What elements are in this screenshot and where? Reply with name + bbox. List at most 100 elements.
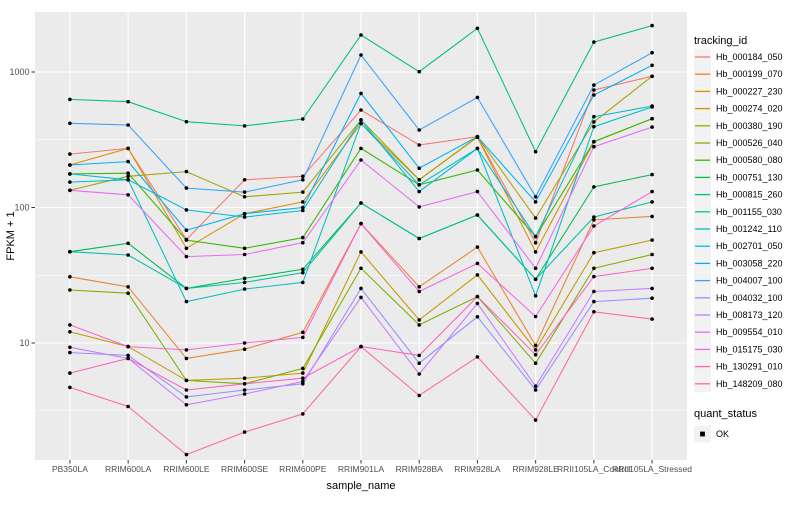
data-point (475, 189, 480, 194)
data-point (301, 235, 305, 240)
data-point (475, 26, 480, 31)
data-point (475, 134, 480, 139)
data-point (184, 286, 189, 291)
legend-label: Hb_004032_100 (716, 293, 783, 303)
data-point (417, 69, 422, 74)
data-point (533, 314, 538, 319)
data-point (417, 128, 422, 132)
x-tick-label: RRIM600LA (105, 464, 152, 474)
data-point (650, 266, 654, 271)
data-point (475, 261, 480, 266)
data-point (592, 139, 596, 144)
data-point (592, 144, 596, 149)
legend-label: Hb_004007_100 (716, 276, 783, 286)
data-point (475, 301, 480, 306)
data-point (592, 310, 596, 314)
data-point (417, 189, 422, 194)
data-point (242, 430, 247, 434)
legend-label: Hb_009554_010 (716, 327, 783, 337)
data-point (592, 40, 596, 44)
data-point (301, 240, 305, 245)
data-point (68, 385, 72, 390)
y-tick-label: 10 (19, 338, 29, 348)
data-point (68, 288, 72, 292)
data-point (592, 124, 596, 129)
data-point (242, 287, 247, 291)
y-tick-label: 1000 (9, 67, 29, 77)
data-point (359, 158, 363, 162)
data-point (242, 252, 247, 257)
y-tick-label: 100 (14, 203, 29, 213)
data-point (301, 379, 305, 384)
data-point (533, 361, 538, 366)
data-point (301, 330, 305, 335)
data-point (533, 294, 538, 298)
data-point (301, 174, 305, 179)
data-point (417, 318, 422, 322)
x-axis-title: sample_name (326, 480, 395, 492)
data-point (242, 211, 247, 216)
data-point (650, 50, 654, 55)
data-point (242, 388, 247, 392)
data-point (126, 241, 130, 246)
legend-label: Hb_002701_050 (716, 241, 783, 251)
data-point (242, 280, 247, 285)
data-point (359, 53, 363, 57)
data-point (533, 384, 538, 389)
data-point (301, 267, 305, 272)
data-point (184, 254, 189, 259)
data-point (592, 289, 596, 294)
data-point (592, 274, 596, 279)
data-point (417, 183, 422, 187)
data-point (301, 117, 305, 121)
data-point (533, 195, 538, 199)
data-point (68, 172, 72, 176)
data-point (417, 236, 422, 241)
data-point (592, 250, 596, 255)
data-point (533, 418, 538, 422)
x-tick-label: RRII105LA_Control (557, 464, 631, 474)
data-point (475, 315, 480, 319)
data-point (475, 273, 480, 277)
data-point (126, 344, 130, 349)
data-point (475, 95, 480, 100)
x-tick-label: RRIM928LE (512, 464, 559, 474)
ok-square-marker (700, 431, 705, 437)
data-point (301, 270, 305, 275)
data-point (533, 234, 538, 239)
data-point (359, 344, 363, 349)
data-point (650, 125, 654, 129)
data-point (126, 171, 130, 175)
data-point (592, 218, 596, 222)
data-point (68, 97, 72, 102)
data-point (301, 366, 305, 371)
data-point (184, 208, 189, 212)
data-point (475, 168, 480, 172)
data-point (126, 99, 130, 104)
data-point (242, 195, 247, 199)
data-point (533, 240, 538, 245)
data-point (359, 121, 363, 126)
data-point (650, 317, 654, 321)
legend-label: Hb_015175_030 (716, 344, 783, 354)
x-tick-label: RRIM600PE (279, 464, 327, 474)
legend-label: Hb_000815_260 (716, 190, 783, 200)
x-tick-label: RRIM928BA (396, 464, 444, 474)
data-point (650, 23, 654, 28)
data-point (650, 238, 654, 242)
legend-label: Hb_000380_190 (716, 121, 783, 131)
legend-label: Hb_001242_110 (716, 224, 782, 234)
data-point (68, 345, 72, 350)
data-point (359, 266, 363, 271)
data-point (242, 124, 247, 128)
data-point (184, 119, 189, 124)
legend-label: Hb_000227_230 (716, 86, 783, 96)
data-point (68, 188, 72, 193)
data-point (242, 276, 247, 281)
data-point (533, 266, 538, 271)
x-tick-label: RRIM928LA (454, 464, 501, 474)
data-point (184, 395, 189, 399)
data-point (68, 323, 72, 327)
data-point (126, 123, 130, 127)
